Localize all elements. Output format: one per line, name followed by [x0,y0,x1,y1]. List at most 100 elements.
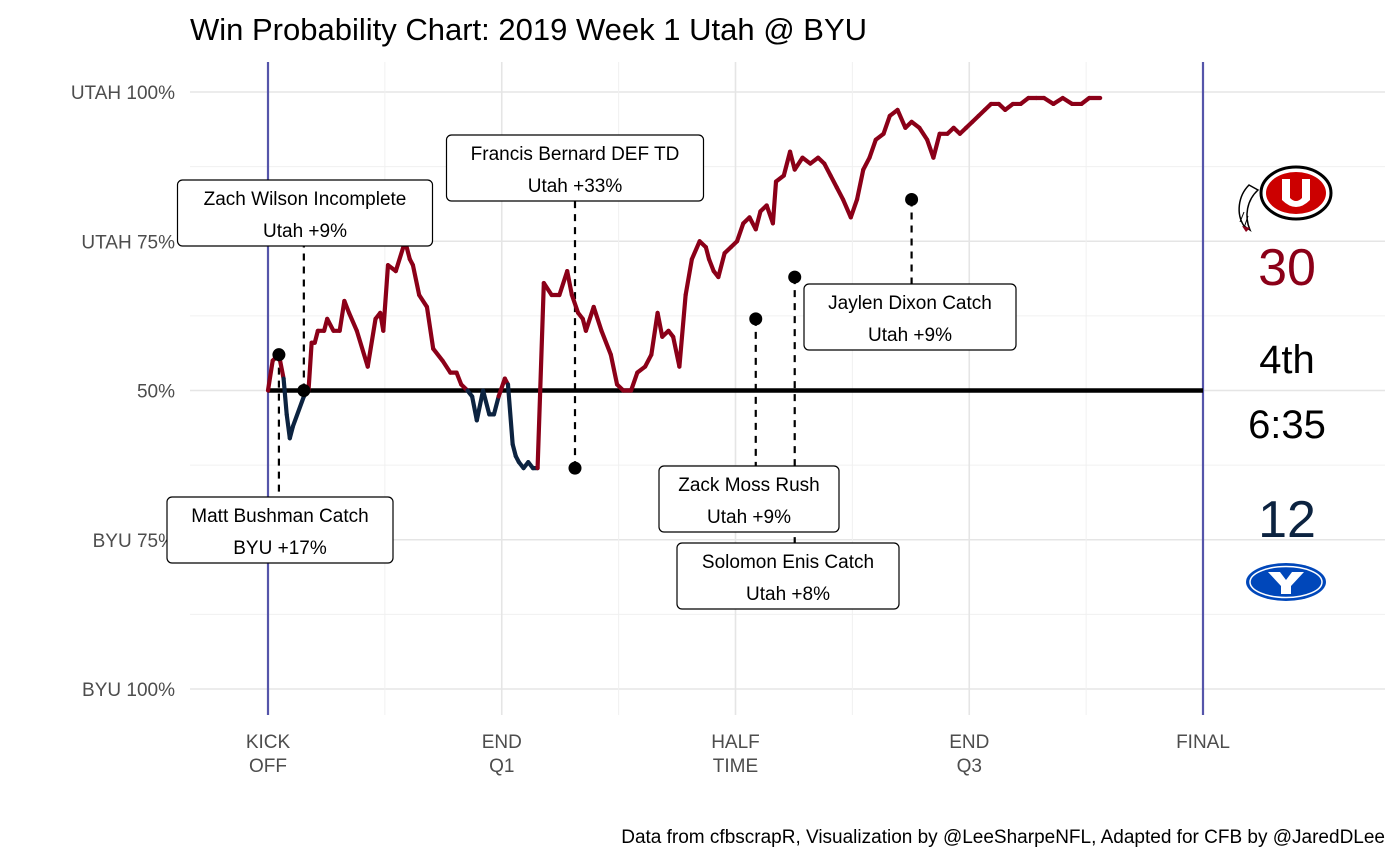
key-play-description: Francis Bernard DEF TD [471,144,680,165]
win-probability-segment [643,352,654,369]
win-probability-segment [753,209,763,232]
key-play-point [788,270,802,284]
win-probability-line [265,95,1103,471]
quarter-label: 4th [1259,338,1315,382]
key-play-point [749,312,763,326]
win-probability-segment [569,292,581,315]
win-probability-segment [649,310,660,357]
key-play-label: Zack Moss Rush Utah +9% [658,465,840,533]
win-probability-segment [337,298,347,333]
utah-score: 30 [1258,239,1316,297]
win-probability-segment [822,161,833,178]
key-play-description: Zach Wilson Incomplete [204,189,407,210]
win-probability-segment [290,394,306,429]
win-probability-segment [828,173,839,190]
win-probability-segment [608,352,620,387]
key-play-description: Zack Moss Rush [678,475,819,496]
y-tick-label: BYU 75% [93,531,175,552]
win-probability-segment [410,263,422,298]
key-play-label-box [676,542,900,610]
x-tick-label: TIME [713,756,758,777]
win-probability-segment [583,304,596,333]
win-probability-segment [917,125,930,142]
key-play-label: Matt Bushman Catch BYU +17% [166,496,394,564]
win-probability-segment [424,304,436,351]
win-probability-segment [325,316,336,333]
win-probability-segment [848,197,860,220]
x-tick-label: FINAL [1176,732,1230,753]
win-probability-segment [480,388,492,417]
key-play-swing: Utah +9% [263,221,347,242]
win-probability-segment [535,280,546,471]
win-probability-segment [931,131,942,160]
x-tick-label: KICK [246,732,291,753]
win-probability-segment [381,263,391,333]
y-tick-label: UTAH 75% [81,232,175,253]
key-play-label-box [803,283,1017,351]
key-play-description: Solomon Enis Catch [702,552,874,573]
win-probability-segment [689,239,702,262]
win-probability-segment [677,292,688,369]
win-probability-segment [306,340,314,393]
win-probability-segment [281,376,289,417]
y-tick-label: UTAH 100% [71,83,175,104]
x-tick-label: END [482,732,522,753]
win-probability-segment [861,155,872,172]
win-probability-segment [716,251,727,280]
key-play-label: Francis Bernard DEF TD Utah +33% [445,134,705,202]
win-probability-segment [417,292,430,310]
win-probability-segment [792,155,805,172]
key-play-description: Jaylen Dixon Catch [828,293,992,314]
win-probability-segment [474,388,486,423]
key-play-point [272,348,286,362]
y-tick-label: 50% [137,382,175,403]
win-probability-segment [840,197,853,220]
win-probability-segment [881,113,892,136]
key-play-labels: Zach Wilson Incomplete Utah +9% Matt Bushm… [166,134,1017,610]
key-play-label-box [176,179,434,247]
x-tick-label: OFF [249,756,287,777]
x-tick-label: END [949,732,989,753]
y-axis-ticks: UTAH 100% UTAH 75% 50% BYU 75% BYU 100% [71,83,175,701]
chart-caption: Data from cfbscrapR, Visualization by @L… [621,827,1385,848]
win-probability-segment [354,328,370,369]
win-probability-segment [854,167,866,202]
key-play-swing: Utah +9% [868,325,952,346]
win-probability-segment [346,310,359,333]
game-clock: 6:35 [1248,403,1326,447]
byu-cougars-logo-icon [1246,563,1326,601]
x-axis-ticks: KICK OFF END Q1 HALF TIME END Q3 FINAL [246,732,1230,777]
key-play-label: Zach Wilson Incomplete Utah +9% [176,179,434,247]
key-play-points [272,192,919,475]
key-play-point [297,384,311,397]
win-probability-segment [565,269,574,298]
win-probability-segment [454,370,464,387]
win-probability-segment [834,185,846,202]
win-probability-segment [770,179,779,226]
win-probability-segment [365,316,378,369]
win-probability-segment [342,298,352,315]
x-tick-label: Q1 [489,756,514,777]
win-probability-segment [655,310,665,339]
key-play-label: Solomon Enis Catch Utah +8% [676,542,900,610]
key-play-swing: Utah +33% [528,176,623,197]
utah-utes-logo-icon [1238,165,1333,233]
win-probability-segment [895,107,908,130]
key-play-swing: Utah +9% [707,507,791,528]
win-probability-segment [491,394,501,417]
win-probability-segment [599,328,613,357]
x-tick-label: HALF [711,732,760,753]
win-probability-segment [787,149,797,172]
win-probability-segment [496,376,507,399]
byu-score: 12 [1258,491,1316,549]
win-probability-segment [591,304,604,333]
win-probability-segment [683,257,694,298]
x-tick-label: Q3 [957,756,982,777]
win-probability-segment [440,358,453,375]
win-probability-segment [628,370,640,393]
key-play-description: Matt Bushman Catch [191,506,368,527]
key-play-label-box [166,496,394,564]
win-probability-segment [734,221,746,244]
win-probability-segment [431,346,445,363]
